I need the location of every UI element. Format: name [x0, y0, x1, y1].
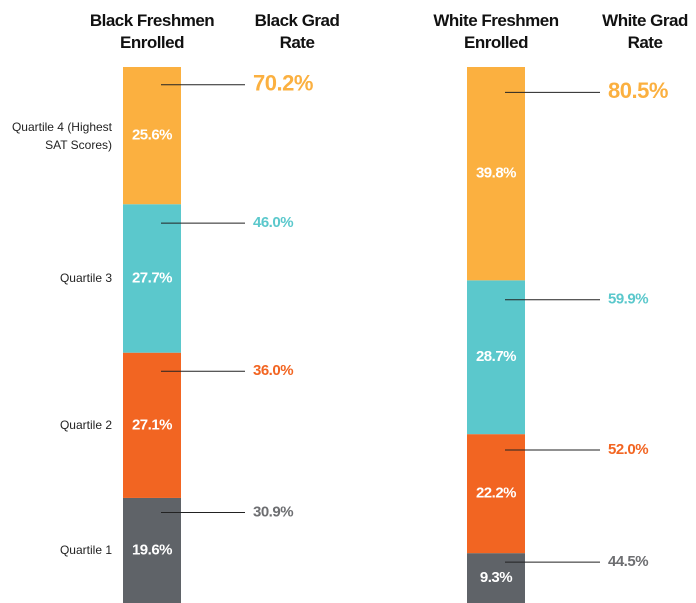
bar-segment [467, 434, 525, 554]
bar-segment [123, 204, 181, 353]
segment-label: 22.2% [476, 485, 516, 502]
segment-label: 27.7% [132, 269, 172, 286]
column-header: Black Grad Rate [254, 11, 340, 52]
rate-label: 80.5% [608, 78, 668, 103]
rate-label: 36.0% [253, 362, 293, 379]
segment-label: 39.8% [476, 165, 516, 182]
category-label: Quartile 1 [59, 543, 112, 558]
segment-label: 9.3% [480, 569, 512, 586]
bar-segment [467, 67, 525, 281]
category-label: Quartile 4 (Highest SAT Scores) [11, 119, 112, 152]
rate-label: 46.0% [253, 214, 293, 231]
category-label: Quartile 3 [59, 271, 112, 286]
column-header: White Freshmen Enrolled [433, 11, 559, 52]
segment-label: 28.7% [476, 348, 516, 365]
bar-segment [123, 497, 181, 603]
segment-label: 25.6% [132, 127, 172, 144]
bar-segment [123, 352, 181, 498]
segment-label: 27.1% [132, 416, 172, 433]
rate-label: 52.0% [608, 441, 648, 458]
bar-segment [467, 280, 525, 435]
rate-label: 44.5% [608, 553, 648, 570]
category-label: Quartile 2 [59, 418, 112, 433]
rate-label: 59.9% [608, 291, 648, 308]
bar-segment [467, 553, 525, 603]
rate-label: 70.2% [253, 71, 313, 96]
rate-label: 30.9% [253, 503, 293, 520]
segment-label: 19.6% [132, 541, 172, 558]
column-header: White Grad Rate [602, 11, 688, 52]
bar-segment [123, 67, 181, 205]
column-header: Black Freshmen Enrolled [89, 11, 215, 52]
